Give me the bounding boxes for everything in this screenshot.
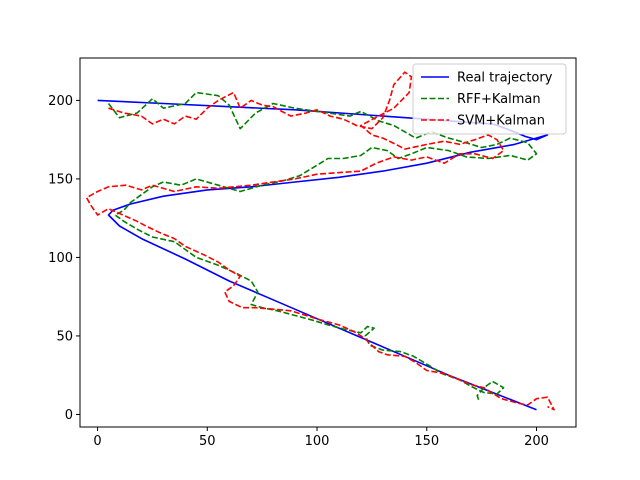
legend-label-2: SVM+Kalman <box>457 114 545 129</box>
y-tick-label-0: 0 <box>65 408 73 423</box>
x-tick-label-100: 100 <box>305 434 330 449</box>
legend-label-1: RFF+Kalman <box>457 92 541 107</box>
y-tick-label-100: 100 <box>48 251 73 266</box>
axes: 0 50 100 150 200 0 50 100 150 200 <box>48 57 577 449</box>
legend-label-0: Real trajectory <box>457 71 553 86</box>
series-line-1 <box>107 91 538 403</box>
x-tick-label-200: 200 <box>524 434 549 449</box>
y-tick-label-50: 50 <box>56 329 73 344</box>
legend: Real trajectory RFF+Kalman SVM+Kalman <box>412 63 567 135</box>
series-line-2 <box>85 71 555 411</box>
x-tick-label-50: 50 <box>199 434 216 449</box>
axes-frame <box>79 57 577 428</box>
x-tick-label-0: 0 <box>93 434 101 449</box>
x-tick-label-150: 150 <box>414 434 439 449</box>
y-tick-label-200: 200 <box>48 94 73 109</box>
legend-box <box>412 63 567 135</box>
y-tick-label-150: 150 <box>48 172 73 187</box>
